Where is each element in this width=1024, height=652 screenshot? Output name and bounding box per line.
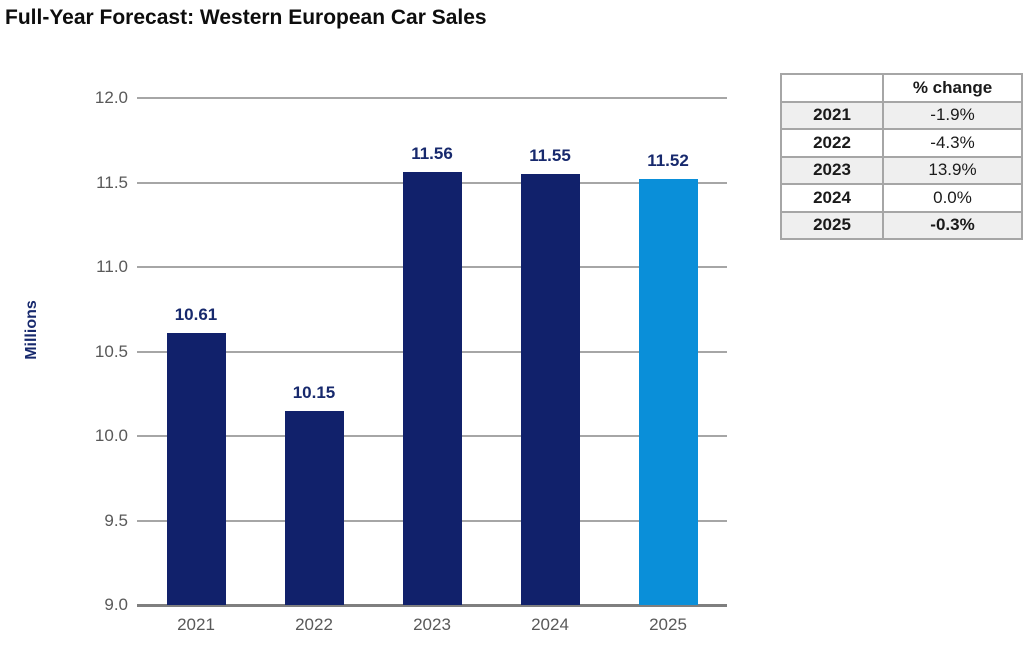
table-header-row: % change [780,73,1023,103]
bar-value-label: 11.52 [647,151,689,171]
x-tick-label: 2024 [531,615,569,634]
bar-2024 [520,174,580,605]
bar-2021 [166,332,226,605]
table-row-2023: 2023 13.9% [780,155,1023,185]
table-row-2022: 2022 -4.3% [780,128,1023,158]
y-tick-label: 9.0 [104,595,128,614]
y-tick-label: 9.5 [104,510,128,530]
change-cell: 0.0% [882,183,1023,213]
year-cell: 2023 [780,155,884,185]
change-cell: -0.3% [882,210,1023,240]
x-tick-label: 2025 [649,615,687,634]
x-tick-label: 2022 [295,615,333,634]
table-row-2021: 2021 -1.9% [780,100,1023,130]
change-table-header: % change [780,73,1023,103]
y-tick-label: 10.5 [94,341,128,361]
y-tick-label: 11.5 [96,172,128,192]
year-cell: 2021 [780,100,884,130]
change-cell: -4.3% [882,128,1023,158]
change-table-body: 2021 -1.9% 2022 -4.3% 2023 13.9% 2024 0.0% 2025-… [780,100,1023,240]
bar-value-label: 10.15 [292,382,336,402]
y-tick-label: 12.0 [94,88,128,107]
change-cell: -1.9% [882,100,1023,130]
page-title: Full-Year Forecast: Western European Car… [5,6,487,29]
table-row-2025: 2025 -0.3% [780,210,1023,240]
bar-value-label: 11.56 [411,144,453,164]
year-cell: 2025 [780,210,884,240]
y-tick-label: 10.0 [94,426,128,445]
bar-value-label: 10.61 [174,304,218,324]
year-cell: 2024 [780,183,884,213]
change-table: % change 2021 -1.9% 2022 -4.3% 2023 13.9% 2024… [780,73,1023,240]
bar-value-label: 11.55 [529,146,571,166]
y-tick-label: 11.0 [96,257,128,276]
x-axis-line [137,603,727,607]
gridline [137,97,727,99]
header-empty-cell [780,73,884,103]
bar-2025 [638,179,698,605]
table-row-2024: 2024 0.0% [780,183,1023,213]
bar-2022 [284,410,344,605]
change-cell: 13.9% [882,155,1023,185]
header-change-cell: % change [882,73,1023,103]
x-tick-label: 2021 [177,615,215,634]
bar-2023 [402,172,462,605]
y-axis-title: Millions [23,300,40,360]
x-tick-label: 2023 [413,615,451,634]
year-cell: 2022 [780,128,884,158]
